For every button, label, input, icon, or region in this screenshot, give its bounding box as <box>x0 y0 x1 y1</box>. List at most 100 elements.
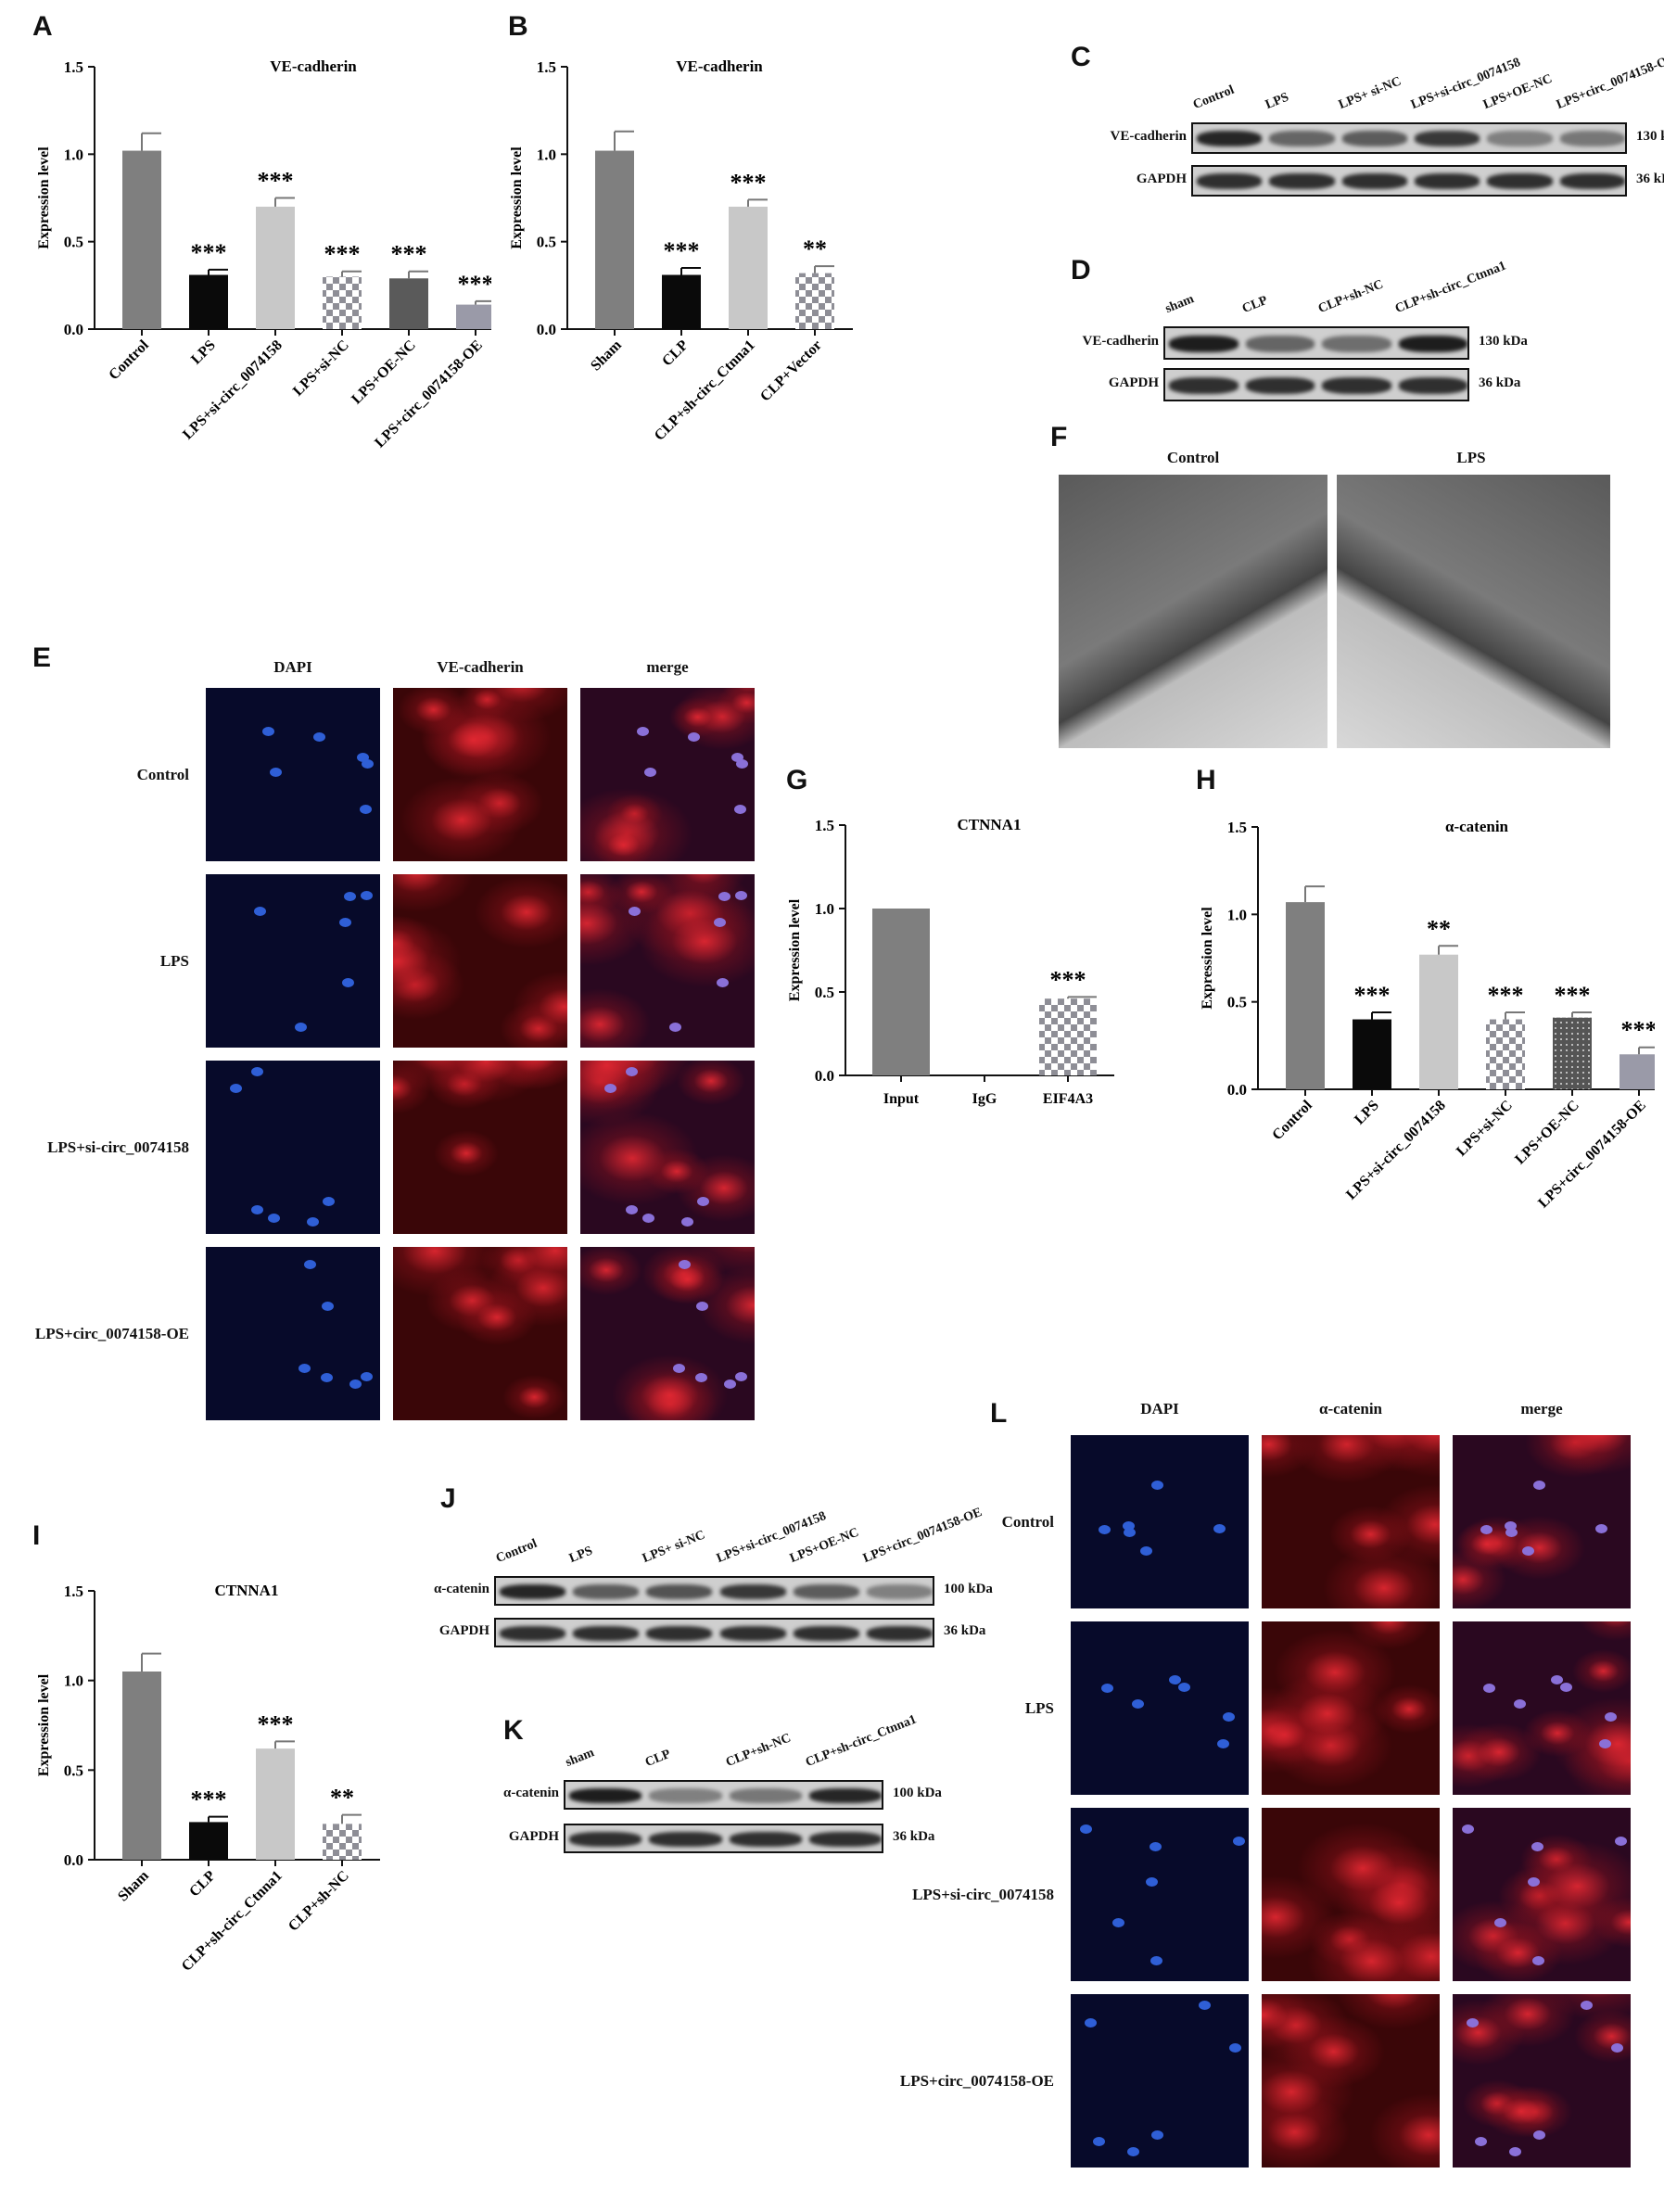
significance-marker: *** <box>258 1710 294 1737</box>
panel-label-e: E <box>32 642 52 673</box>
x-tick-label: IgG <box>972 1091 997 1107</box>
x-tick-label: CLP <box>659 337 692 370</box>
chart-title: CTNNA1 <box>215 1582 279 1599</box>
y-tick-label: 0.0 <box>64 321 83 338</box>
x-tick-label: Sham <box>588 337 625 374</box>
y-tick-label: 1.5 <box>537 58 556 76</box>
bar <box>389 278 428 329</box>
bar <box>1286 902 1325 1089</box>
chart-title: CTNNA1 <box>958 816 1022 833</box>
electron-micrograph <box>1059 475 1327 748</box>
blot-lane-label: LPS+circ_0074158-OE <box>1554 51 1664 113</box>
y-tick-label: 1.0 <box>64 1672 83 1690</box>
y-tick-label: 1.0 <box>64 146 83 163</box>
microscopy-column-label: merge <box>646 658 689 676</box>
blot-lane-label: LPS <box>1264 90 1291 113</box>
blot-strip <box>1191 165 1627 197</box>
bar <box>256 206 295 329</box>
blot-band <box>1169 376 1238 394</box>
y-tick-label: 1.0 <box>537 146 556 163</box>
microscopy-image <box>206 874 380 1048</box>
blot-protein-label: GAPDH <box>1136 172 1187 186</box>
bar <box>1486 1019 1525 1089</box>
y-tick-label: 0.5 <box>1227 994 1247 1011</box>
panel-label-c: C <box>1071 42 1091 72</box>
panel-label-d: D <box>1071 255 1091 286</box>
y-axis-label: Expression level <box>36 1673 52 1776</box>
panel-label-f: F <box>1050 422 1068 452</box>
western-blot-d: sham CLP CLP+sh-NC CLP+sh-circ_Ctnna1 VE-cad… <box>1071 259 1664 426</box>
microscopy-image <box>580 1247 755 1420</box>
microscopy-image <box>1453 1808 1631 1981</box>
blot-kda-label: 36 kDa <box>944 1623 986 1638</box>
panel-label-a: A <box>32 11 53 42</box>
panel-label-i: I <box>32 1520 41 1551</box>
x-tick-label: CLP+Vector <box>757 337 825 405</box>
microscopy-column-label: VE-cadherin <box>437 658 524 676</box>
microscopy-grid-l: DAPI α-catenin merge Control LPS LPS+si-circ_… <box>853 1400 1664 2212</box>
bar <box>729 206 768 329</box>
significance-marker: *** <box>1050 966 1086 993</box>
y-tick-label: 0.5 <box>64 1761 83 1779</box>
blot-lane-label: Control <box>1191 83 1237 113</box>
bar <box>1620 1054 1655 1089</box>
significance-marker: *** <box>458 271 492 298</box>
blot-band <box>719 1584 786 1600</box>
microscopy-row-label: LPS <box>159 951 189 970</box>
bar <box>1353 1019 1391 1089</box>
blot-protein-label: VE-cadherin <box>1110 129 1188 144</box>
y-axis-label: Expression level <box>509 146 525 249</box>
microscopy-column-label: DAPI <box>273 658 312 676</box>
blot-strip <box>1163 368 1469 401</box>
blot-band <box>1322 376 1391 394</box>
microscopy-grid-e: DAPI VE-cadherin merge Control LPS LPS+si-cir… <box>0 658 769 1446</box>
microscopy-row-label: LPS+si-circ_0074158 <box>47 1138 189 1156</box>
blot-band <box>1322 335 1391 352</box>
x-tick-label: LPS+OE-NC <box>349 337 419 408</box>
y-tick-label: 0.0 <box>64 1851 83 1869</box>
blot-kda-label: 130 kDa <box>1479 334 1528 349</box>
blot-band <box>729 1832 802 1848</box>
blot-band <box>1169 335 1238 352</box>
bar <box>189 274 228 329</box>
blot-band <box>866 1626 933 1642</box>
y-tick-label: 0.0 <box>1227 1081 1247 1099</box>
blot-band <box>1269 131 1335 147</box>
panel-label-b: B <box>508 11 528 42</box>
y-tick-label: 1.0 <box>815 900 834 918</box>
x-tick-label: LPS+OE-NC <box>1512 1098 1582 1168</box>
bar <box>122 1672 161 1860</box>
microscopy-image <box>1262 1621 1440 1795</box>
em-images-f: Control LPS <box>1048 436 1632 751</box>
microscopy-image <box>1071 1621 1249 1795</box>
bar <box>1553 1017 1592 1089</box>
blot-lane-label: CLP+sh-circ_Ctnna1 <box>1392 259 1508 317</box>
bar <box>872 909 930 1075</box>
blot-band <box>1197 131 1263 147</box>
panel-label-l: L <box>990 1398 1008 1429</box>
blot-lane-label: CLP <box>643 1747 673 1771</box>
microscopy-image <box>1262 1994 1440 2168</box>
chart-title: α-catenin <box>1445 818 1509 835</box>
blot-protein-label: α-catenin <box>502 1786 559 1800</box>
blot-band <box>808 1832 882 1848</box>
blot-lane-label: sham <box>564 1746 597 1771</box>
chart-title: VE-cadherin <box>676 57 763 75</box>
blot-lane-label: Control <box>494 1536 540 1567</box>
blot-strip <box>564 1824 883 1853</box>
blot-band <box>719 1626 786 1642</box>
bar <box>122 150 161 329</box>
bar <box>323 276 362 329</box>
panel-label-k: K <box>503 1715 524 1746</box>
blot-band <box>649 1788 722 1804</box>
electron-micrograph <box>1337 475 1610 748</box>
blot-kda-label: 130 kDa <box>1636 129 1664 144</box>
blot-band <box>569 1788 642 1804</box>
microscopy-image <box>1071 1994 1249 2168</box>
y-tick-label: 1.5 <box>815 817 834 834</box>
blot-strip <box>1163 326 1469 360</box>
blot-strip <box>1191 122 1627 154</box>
x-tick-label: LPS+circ_0074158-OE <box>1535 1098 1649 1212</box>
em-column-label: Control <box>1166 449 1220 466</box>
blot-kda-label: 36 kDa <box>1479 375 1521 390</box>
